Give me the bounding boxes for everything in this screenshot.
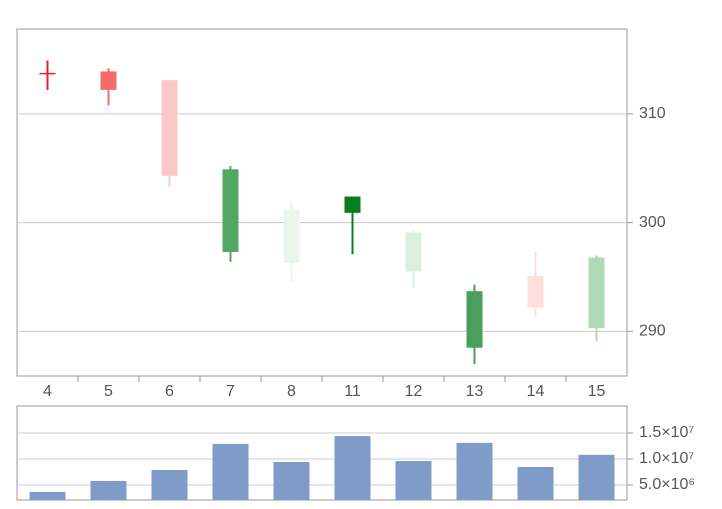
volume-bar [212,443,249,500]
y-tick-label: 5.0×10⁶ [639,476,695,493]
candle-body [588,257,605,329]
volume-bar [334,436,371,500]
x-tick-label: 14 [527,383,545,400]
volume-bar [29,491,66,500]
volume-bar [578,454,615,500]
volume-frame [16,405,628,501]
candle-body [344,196,361,213]
y-tick-label: 300 [639,214,666,231]
candle-body [405,232,422,272]
x-tick-label: 6 [165,383,174,400]
candle-body [466,291,483,348]
volume-bar [90,480,127,500]
y-tick-label: 310 [639,105,666,122]
x-tick-label: 11 [344,383,361,400]
x-tick-label: 13 [466,383,484,400]
x-tick-label: 5 [104,383,113,400]
volume-bar [151,469,188,500]
candle-body [527,275,544,308]
candle-body [100,71,117,90]
x-tick-label: 15 [588,383,606,400]
candle-body [222,169,239,252]
candle-body [283,209,300,263]
volume-bar [517,466,554,500]
y-tick-label: 290 [639,323,666,340]
x-tick-label: 12 [405,383,423,400]
candle-body [161,80,178,176]
y-tick-label: 1.5×10⁷ [639,424,694,441]
volume-bar [273,461,310,500]
x-tick-label: 4 [43,383,52,400]
volume-bar [456,442,493,500]
x-tick-label: 8 [287,383,296,400]
volume-bar [395,461,432,500]
x-tick-label: 7 [226,383,235,400]
y-tick-label: 1.0×10⁷ [639,450,694,467]
